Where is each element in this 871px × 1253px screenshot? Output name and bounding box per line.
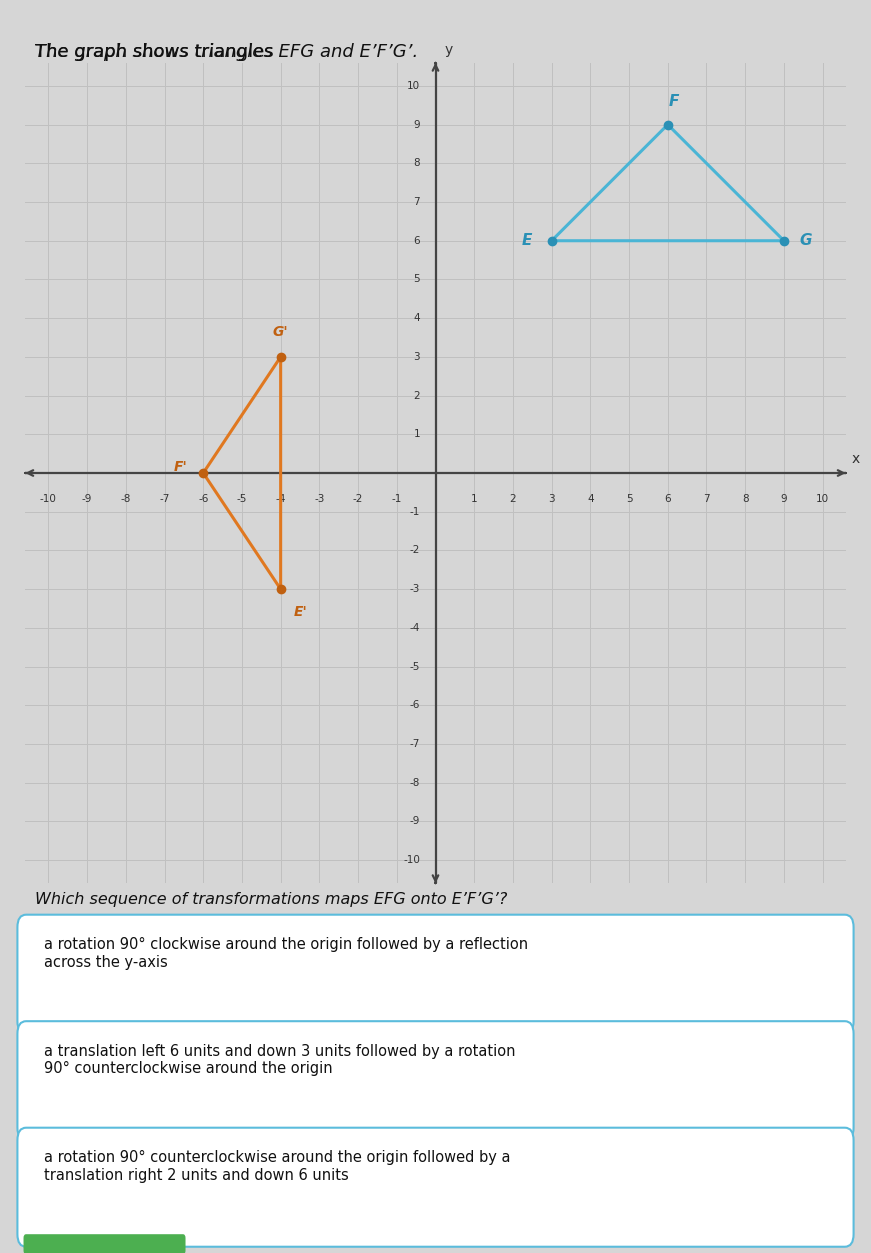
Text: 8: 8 xyxy=(742,494,748,504)
Text: 1: 1 xyxy=(471,494,477,504)
Text: 5: 5 xyxy=(414,274,420,284)
Text: 4: 4 xyxy=(587,494,594,504)
Text: The graph shows triangles: The graph shows triangles xyxy=(35,43,280,60)
Text: F: F xyxy=(668,94,679,109)
Text: x: x xyxy=(852,452,860,466)
Text: -1: -1 xyxy=(409,506,420,516)
Text: 1: 1 xyxy=(414,430,420,440)
Text: y: y xyxy=(445,43,453,56)
Text: F': F' xyxy=(174,460,188,474)
Text: -9: -9 xyxy=(82,494,92,504)
Text: -9: -9 xyxy=(409,817,420,827)
Text: -2: -2 xyxy=(409,545,420,555)
Text: 9: 9 xyxy=(414,119,420,129)
Text: -3: -3 xyxy=(314,494,325,504)
Text: -7: -7 xyxy=(159,494,170,504)
Text: -4: -4 xyxy=(275,494,286,504)
Text: 2: 2 xyxy=(510,494,517,504)
Text: 7: 7 xyxy=(703,494,710,504)
Text: -10: -10 xyxy=(403,855,420,865)
Text: -6: -6 xyxy=(409,700,420,710)
Text: -1: -1 xyxy=(392,494,402,504)
Text: -3: -3 xyxy=(409,584,420,594)
Text: -8: -8 xyxy=(409,778,420,788)
Text: Which sequence of transformations maps EFG onto E’F’G’?: Which sequence of transformations maps E… xyxy=(35,892,507,907)
Text: G: G xyxy=(800,233,812,248)
Text: 8: 8 xyxy=(414,158,420,168)
Text: 10: 10 xyxy=(816,494,829,504)
Text: 5: 5 xyxy=(625,494,632,504)
Text: -5: -5 xyxy=(409,662,420,672)
Text: 9: 9 xyxy=(780,494,787,504)
Text: 3: 3 xyxy=(549,494,555,504)
Text: -2: -2 xyxy=(353,494,363,504)
Text: G': G' xyxy=(273,326,288,340)
Text: 3: 3 xyxy=(414,352,420,362)
Text: E': E' xyxy=(294,605,308,619)
Text: a translation left 6 units and down 3 units followed by a rotation
90° countercl: a translation left 6 units and down 3 un… xyxy=(44,1044,515,1076)
Text: E: E xyxy=(522,233,532,248)
Text: 6: 6 xyxy=(665,494,671,504)
Text: 2: 2 xyxy=(414,391,420,401)
Text: a rotation 90° clockwise around the origin followed by a reflection
across the y: a rotation 90° clockwise around the orig… xyxy=(44,937,528,970)
Text: 7: 7 xyxy=(414,197,420,207)
Text: 10: 10 xyxy=(407,81,420,91)
Text: -8: -8 xyxy=(120,494,131,504)
Text: -10: -10 xyxy=(40,494,57,504)
Text: 4: 4 xyxy=(414,313,420,323)
Text: a rotation 90° counterclockwise around the origin followed by a
translation righ: a rotation 90° counterclockwise around t… xyxy=(44,1150,510,1183)
Text: -4: -4 xyxy=(409,623,420,633)
Text: The graph shows triangles EFG and E’F’G’.: The graph shows triangles EFG and E’F’G’… xyxy=(35,43,418,60)
Text: -7: -7 xyxy=(409,739,420,749)
Text: -5: -5 xyxy=(237,494,247,504)
Text: 6: 6 xyxy=(414,236,420,246)
Text: -6: -6 xyxy=(198,494,208,504)
